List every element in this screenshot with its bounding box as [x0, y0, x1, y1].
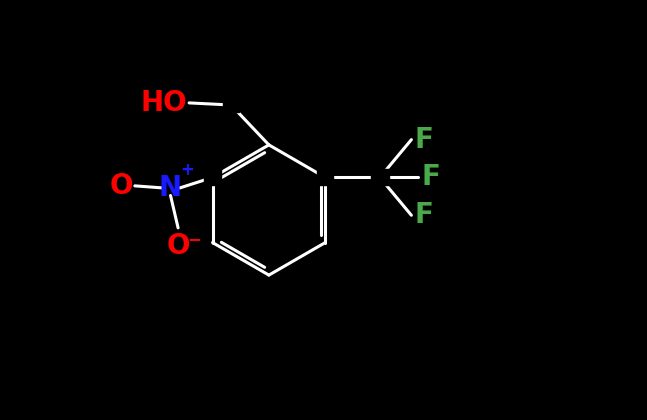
Bar: [204, 169, 221, 186]
Text: O: O: [109, 172, 133, 200]
Text: +: +: [180, 161, 194, 179]
Text: F: F: [415, 126, 433, 154]
Bar: [317, 170, 333, 185]
Text: F: F: [415, 201, 433, 229]
Text: F: F: [421, 163, 440, 192]
Bar: [223, 98, 239, 112]
Text: O: O: [166, 232, 190, 260]
Text: HO: HO: [140, 89, 187, 117]
Text: N: N: [159, 174, 182, 202]
Bar: [371, 169, 389, 186]
Text: −: −: [188, 230, 201, 248]
